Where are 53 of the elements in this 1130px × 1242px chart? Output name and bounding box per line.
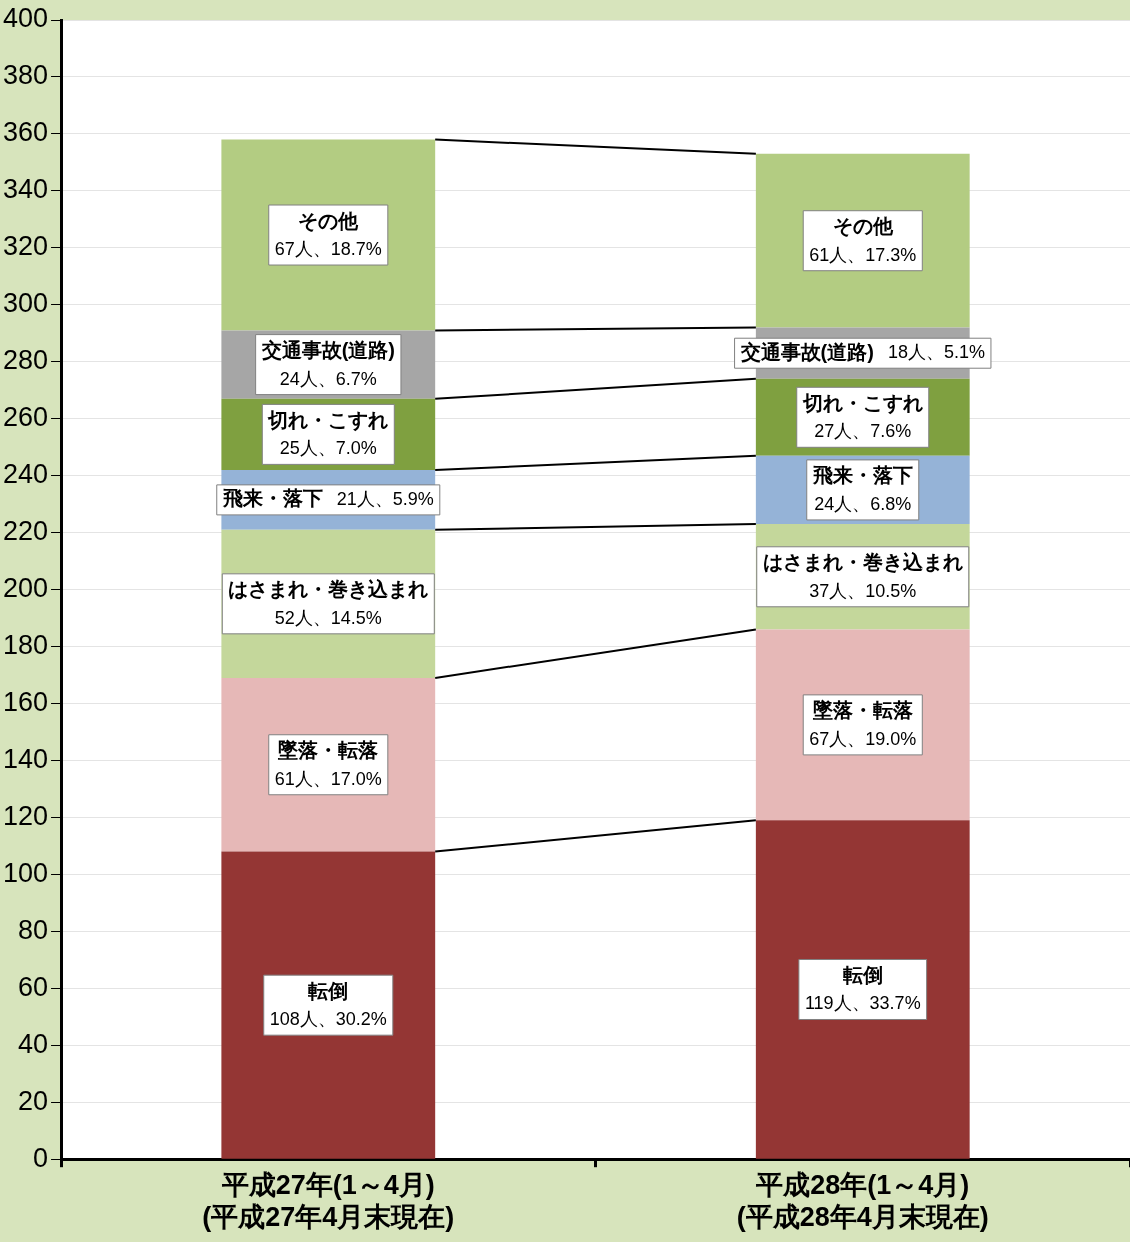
bar bbox=[755, 820, 970, 1159]
data-label: 67人、18.7% bbox=[274, 238, 382, 259]
y-tick-label: 320 bbox=[2, 231, 49, 262]
data-label: 18人、5.1% bbox=[887, 342, 985, 363]
y-tick-label: 80 bbox=[18, 914, 49, 945]
y-tick-label: 60 bbox=[18, 971, 49, 1002]
y-tick-label: 340 bbox=[2, 174, 49, 205]
data-label: 27人、7.6% bbox=[814, 421, 912, 442]
y-tick-label: 360 bbox=[2, 117, 49, 148]
bar bbox=[221, 851, 436, 1159]
text: はさまれ・巻き込まれ bbox=[762, 551, 963, 574]
y-tick-label: 300 bbox=[2, 288, 49, 319]
text: その他 bbox=[298, 209, 359, 232]
data-label: 61人、17.3% bbox=[809, 244, 917, 265]
y-tick-label: 140 bbox=[2, 743, 49, 774]
series-label: 切れ・こすれ bbox=[267, 408, 389, 432]
x-tick-label: 平成28年(1～4月) (平成28年4月末現在) bbox=[736, 1169, 989, 1233]
text: 墜落・転落 bbox=[812, 699, 913, 722]
y-tick-label: 240 bbox=[2, 459, 49, 490]
data-label: 108人、30.2% bbox=[269, 1009, 387, 1030]
y-tick-label: 260 bbox=[2, 402, 49, 433]
y-tick-label: 200 bbox=[2, 573, 49, 604]
series-label: 墜落・転落 bbox=[277, 739, 379, 762]
y-tick-label: 20 bbox=[18, 1085, 49, 1116]
y-tick-label: 100 bbox=[2, 857, 49, 888]
data-label: 52人、14.5% bbox=[274, 607, 382, 628]
data-label: 61人、17.0% bbox=[274, 768, 382, 789]
text: 切れ・こすれ bbox=[802, 391, 923, 414]
text: 飛来・落下 bbox=[812, 464, 913, 487]
series-label: その他 bbox=[832, 215, 894, 238]
data-label: 24人、6.8% bbox=[814, 493, 912, 514]
series-label: 交通事故(道路) bbox=[260, 339, 395, 362]
data-label: 24人、6.7% bbox=[279, 368, 377, 389]
data-label: 119人、33.7% bbox=[804, 993, 921, 1014]
series-label: 飛来・落下 bbox=[221, 487, 323, 510]
data-label: 25人、7.0% bbox=[279, 438, 377, 459]
data-label: 21人、5.9% bbox=[336, 488, 434, 509]
text: 交通事故(道路) bbox=[740, 340, 874, 363]
y-tick-label: 380 bbox=[2, 60, 49, 91]
y-tick-label: 160 bbox=[2, 686, 49, 717]
data-label: 67人、19.0% bbox=[809, 728, 917, 749]
y-tick-label: 40 bbox=[18, 1028, 49, 1059]
series-label: 転倒 bbox=[308, 979, 349, 1002]
series-label: はさまれ・巻き込まれ bbox=[228, 578, 429, 601]
y-tick-label: 0 bbox=[33, 1142, 49, 1173]
data-label: 37人、10.5% bbox=[809, 580, 917, 601]
y-tick-label: 120 bbox=[2, 800, 49, 831]
y-tick-label: 280 bbox=[2, 345, 49, 376]
y-tick-label: 180 bbox=[2, 630, 49, 661]
y-tick-label: 400 bbox=[2, 3, 49, 34]
text: 転倒 bbox=[842, 964, 883, 987]
y-tick-label: 220 bbox=[2, 516, 49, 547]
x-tick-label: 平成27年(1～4月) (平成27年4月末現在) bbox=[202, 1169, 455, 1233]
